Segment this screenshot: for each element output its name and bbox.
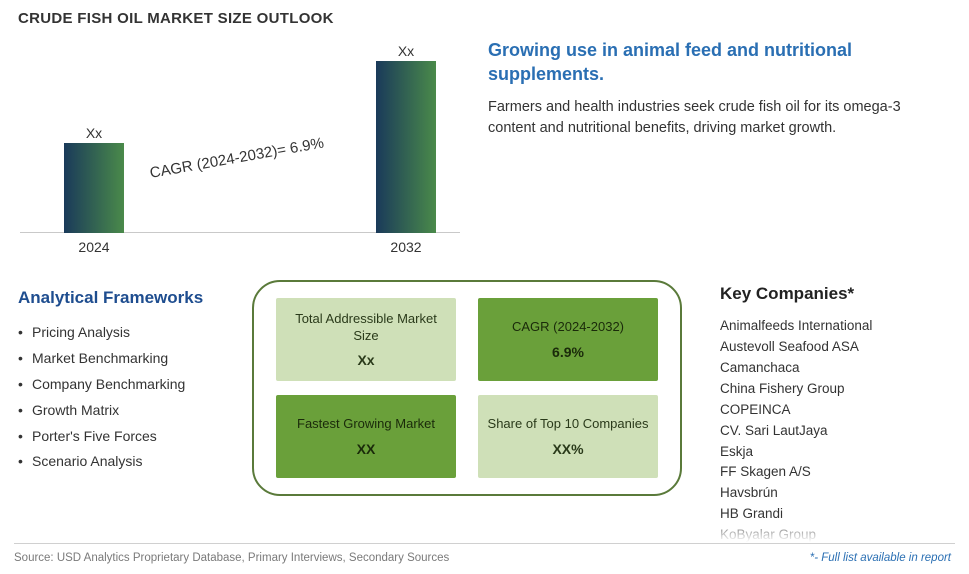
page-title: CRUDE FISH OIL MARKET SIZE OUTLOOK <box>18 10 334 27</box>
metric-value: 6.9% <box>552 344 584 360</box>
bar-2032-year: 2032 <box>376 239 436 255</box>
bar-2032-value: Xx <box>376 43 436 59</box>
bar-2024 <box>64 143 124 233</box>
metric-cagr: CAGR (2024-2032) 6.9% <box>478 298 658 381</box>
bar-2024-value: Xx <box>64 125 124 141</box>
list-item: China Fishery Group <box>720 379 950 400</box>
bar-2024-year: 2024 <box>64 239 124 255</box>
list-item: Eskja <box>720 442 950 463</box>
footer-divider <box>14 543 955 544</box>
list-item: FF Skagen A/S <box>720 462 950 483</box>
list-item: Company Benchmarking <box>18 372 228 398</box>
list-item: HB Grandi <box>720 504 950 525</box>
list-item: Austevoll Seafood ASA <box>720 337 950 358</box>
list-item: Porter's Five Forces <box>18 424 228 450</box>
list-item: Market Benchmarking <box>18 346 228 372</box>
bar-2032 <box>376 61 436 233</box>
metric-label: Total Addressible Market Size <box>282 311 450 345</box>
list-item: COPEINCA <box>720 400 950 421</box>
list-item: Camanchaca <box>720 358 950 379</box>
headline-body: Farmers and health industries seek crude… <box>488 97 928 141</box>
metric-label: Fastest Growing Market <box>297 416 435 433</box>
metric-value: Xx <box>357 352 374 368</box>
metric-tam: Total Addressible Market Size Xx <box>276 298 456 381</box>
metric-value: XX% <box>552 441 583 457</box>
companies-list: Animalfeeds International Austevoll Seaf… <box>720 316 950 546</box>
list-item: Animalfeeds International <box>720 316 950 337</box>
list-item: Pricing Analysis <box>18 320 228 346</box>
list-item: CV. Sari LautJaya <box>720 421 950 442</box>
headline-block: Growing use in animal feed and nutrition… <box>488 38 928 140</box>
key-companies: Key Companies* Animalfeeds International… <box>720 284 950 546</box>
footnote-text: *- Full list available in report <box>810 552 951 564</box>
list-item: Growth Matrix <box>18 398 228 424</box>
market-size-bar-chart: Xx 2024 Xx 2032 CAGR (2024-2032)= 6.9% <box>20 55 460 255</box>
frameworks-list: Pricing Analysis Market Benchmarking Com… <box>18 320 228 475</box>
cagr-annotation: CAGR (2024-2032)= 6.9% <box>149 135 326 182</box>
metrics-panel: Total Addressible Market Size Xx CAGR (2… <box>252 280 682 496</box>
headline-title: Growing use in animal feed and nutrition… <box>488 38 928 87</box>
metric-fastest-market: Fastest Growing Market XX <box>276 395 456 478</box>
metric-label: CAGR (2024-2032) <box>512 319 624 336</box>
list-item: Scenario Analysis <box>18 449 228 475</box>
source-text: Source: USD Analytics Proprietary Databa… <box>14 552 449 564</box>
metric-top10-share: Share of Top 10 Companies XX% <box>478 395 658 478</box>
analytical-frameworks: Analytical Frameworks Pricing Analysis M… <box>18 288 228 475</box>
list-item: Havsbrún <box>720 483 950 504</box>
metric-label: Share of Top 10 Companies <box>488 416 649 433</box>
companies-heading: Key Companies* <box>720 284 950 304</box>
frameworks-heading: Analytical Frameworks <box>18 288 228 308</box>
metric-value: XX <box>357 441 376 457</box>
